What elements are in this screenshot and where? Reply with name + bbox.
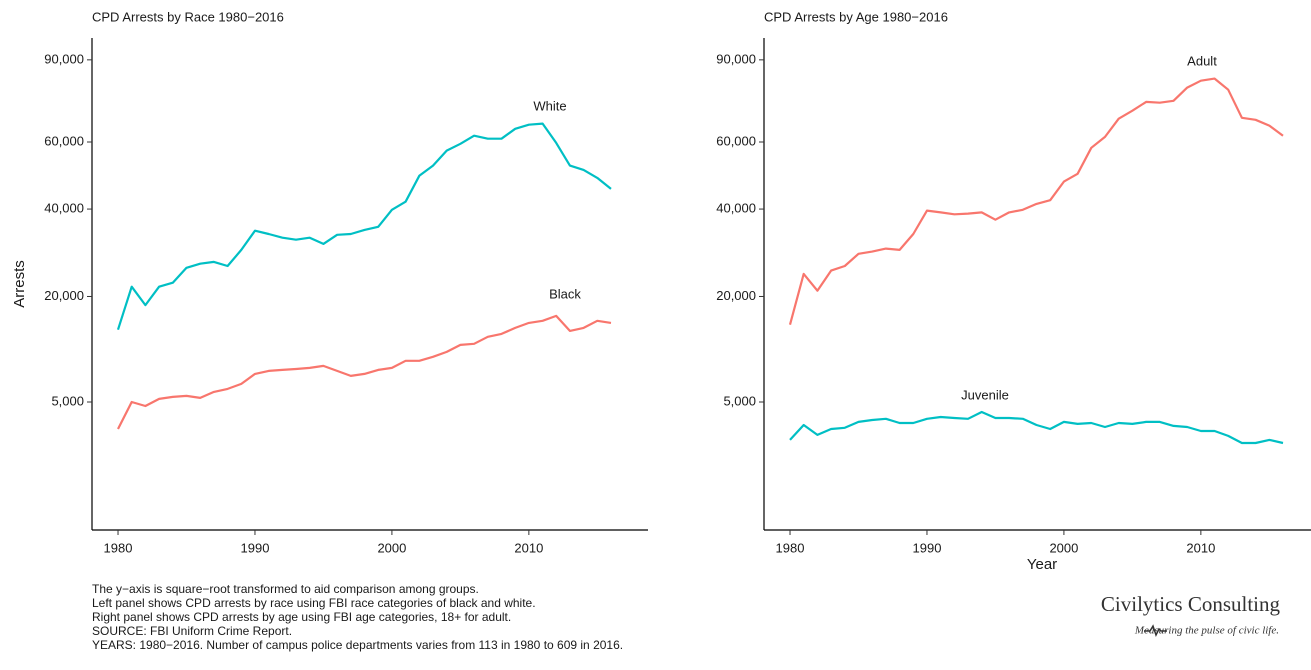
brand: Civilytics Consulting — [1101, 592, 1281, 616]
x-tick-label: 1990 — [241, 540, 270, 555]
series-line — [789, 410, 1284, 445]
y-tick-label: 60,000 — [716, 133, 756, 148]
series-line — [788, 77, 1284, 325]
x-tick-label: 2000 — [1049, 540, 1078, 555]
y-tick-label: 60,000 — [44, 133, 84, 148]
y-axis-label: Arrests — [11, 260, 28, 308]
tagline: Measuring the pulse of civic life. — [1134, 625, 1279, 637]
series-line — [116, 122, 612, 331]
x-tick-label: 2000 — [377, 540, 406, 555]
x-tick-label: 1990 — [913, 540, 942, 555]
note: YEARS: 1980−2016. Number of campus polic… — [92, 638, 623, 652]
y-tick-label: 40,000 — [716, 201, 756, 216]
x-axis-label: Year — [1027, 556, 1057, 573]
series-line — [117, 314, 612, 430]
note: SOURCE: FBI Uniform Crime Report. — [92, 624, 292, 638]
note: Left panel shows CPD arrests by race usi… — [92, 596, 536, 610]
y-tick-label: 5,000 — [723, 393, 756, 408]
y-tick-label: 20,000 — [716, 288, 756, 303]
series-label: Black — [549, 286, 581, 301]
x-tick-label: 1980 — [104, 540, 133, 555]
y-tick-label: 5,000 — [51, 393, 84, 408]
footer: The y−axis is square−root transformed to… — [92, 582, 1280, 652]
note: Right panel shows CPD arrests by age usi… — [92, 610, 511, 624]
note: The y−axis is square−root transformed to… — [92, 582, 479, 596]
series-label: Juvenile — [961, 387, 1009, 402]
chart-title: CPD Arrests by Age 1980−2016 — [764, 9, 948, 24]
series-label: White — [533, 98, 566, 113]
x-tick-label: 2010 — [514, 540, 543, 555]
chart-title: CPD Arrests by Race 1980−2016 — [92, 9, 284, 24]
series-label: Adult — [1187, 53, 1217, 68]
y-tick-label: 90,000 — [44, 51, 84, 66]
pulse-icon — [1144, 624, 1167, 637]
x-tick-label: 1980 — [776, 540, 805, 555]
y-tick-label: 40,000 — [44, 201, 84, 216]
y-tick-label: 90,000 — [716, 51, 756, 66]
x-tick-label: 2010 — [1186, 540, 1215, 555]
y-tick-label: 20,000 — [44, 288, 84, 303]
